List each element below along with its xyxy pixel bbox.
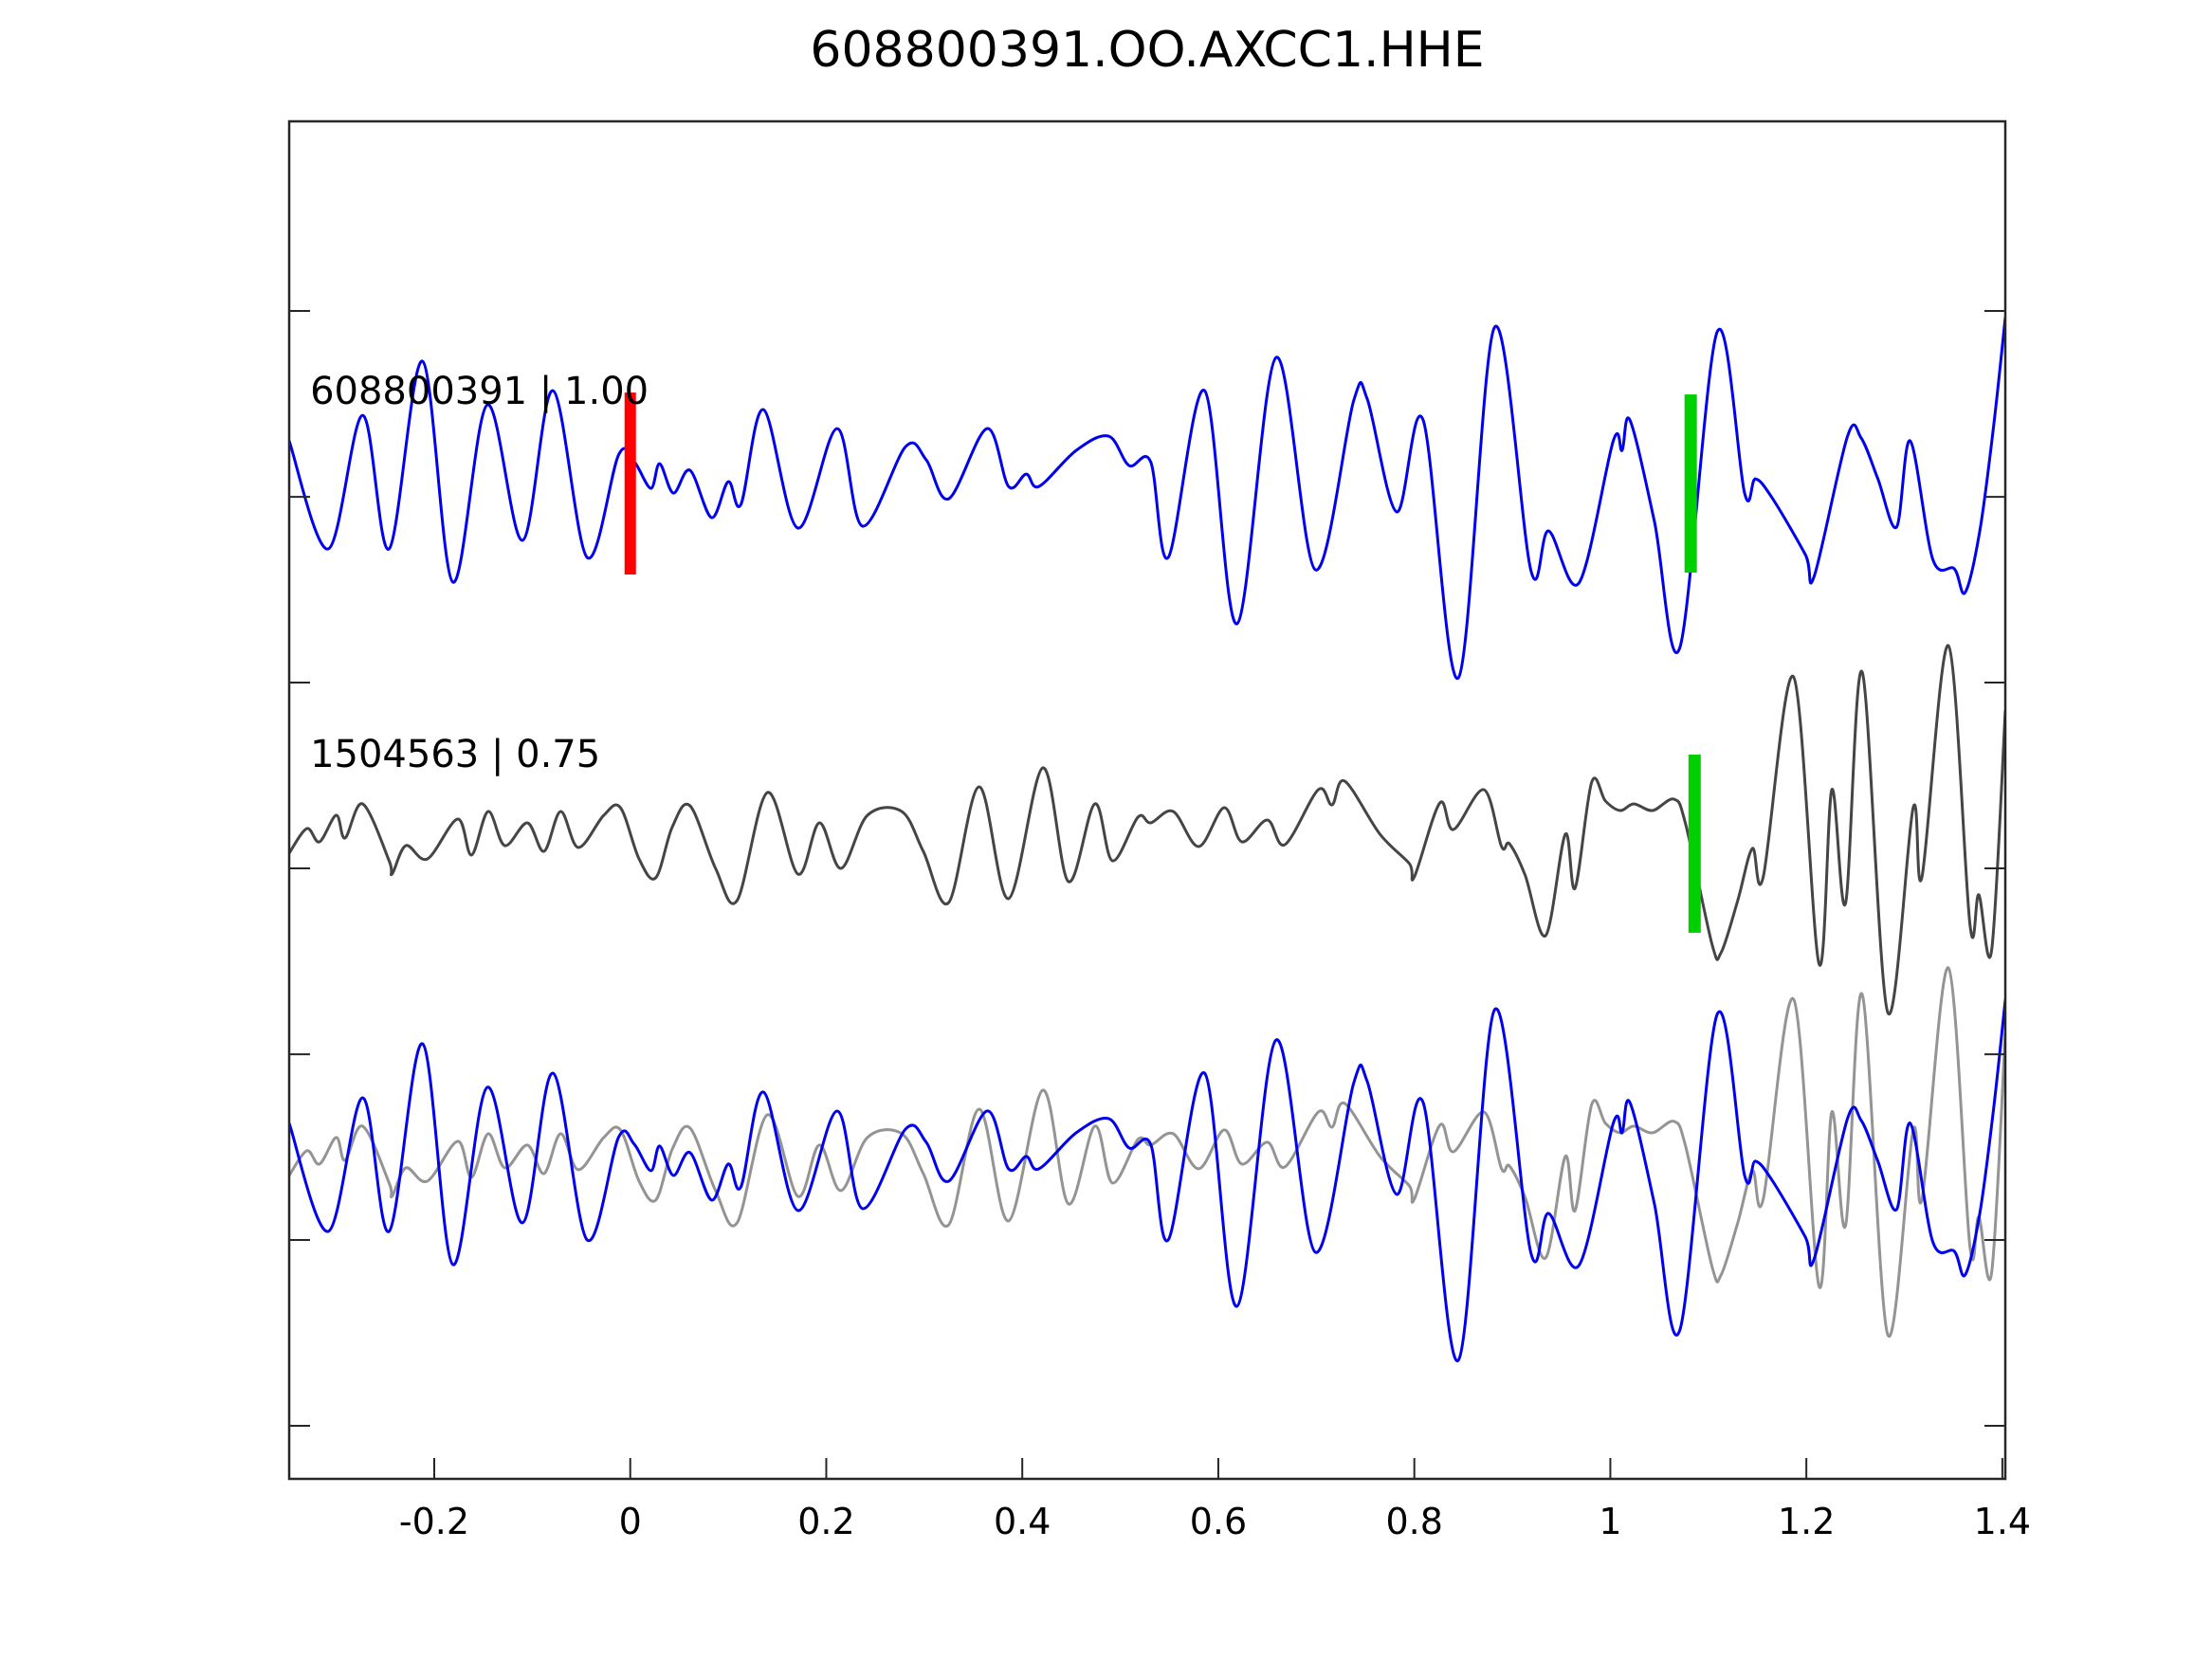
- overlay-panel-template-waveform-1504563: [289, 966, 2005, 1339]
- x-tick-label: 1.2: [1778, 1501, 1835, 1542]
- pick-marker-group: [624, 392, 1701, 933]
- template-trace-label: 1504563 | 0.75: [310, 733, 600, 776]
- x-tick-label: 0.4: [994, 1501, 1051, 1542]
- label-group: 608800391 | 1.00 1504563 | 0.75: [310, 370, 649, 776]
- detection-pick-marker-top: [1684, 394, 1697, 574]
- plot-border: [287, 119, 2007, 1481]
- trace-group: [289, 316, 2005, 1362]
- axes-group: -0.2 0 0.2 0.4 0.6 0.8 1 1.2 1.4: [289, 310, 2031, 1542]
- x-tick-label: -0.2: [399, 1501, 469, 1542]
- template-panel-template-waveform-1504563: [289, 644, 2005, 1016]
- x-tick-label: 1: [1599, 1501, 1621, 1542]
- x-tick-label: 0: [619, 1501, 642, 1542]
- overlay-panel-detection-waveform-608800391: [289, 998, 2005, 1362]
- x-tick-label: 1.4: [1974, 1501, 2031, 1542]
- origin-pick-marker: [624, 392, 636, 575]
- detection-trace-label: 608800391 | 1.00: [310, 370, 649, 413]
- x-tick-label: 0.8: [1385, 1501, 1442, 1542]
- detection-pick-marker-mid: [1688, 755, 1701, 933]
- x-tick-label: 0.6: [1190, 1501, 1247, 1542]
- detection-panel-detection-waveform-608800391: [289, 316, 2005, 680]
- chart-title: 608800391.OO.AXCC1.HHE: [810, 22, 1484, 79]
- x-tick-label: 0.2: [797, 1501, 854, 1542]
